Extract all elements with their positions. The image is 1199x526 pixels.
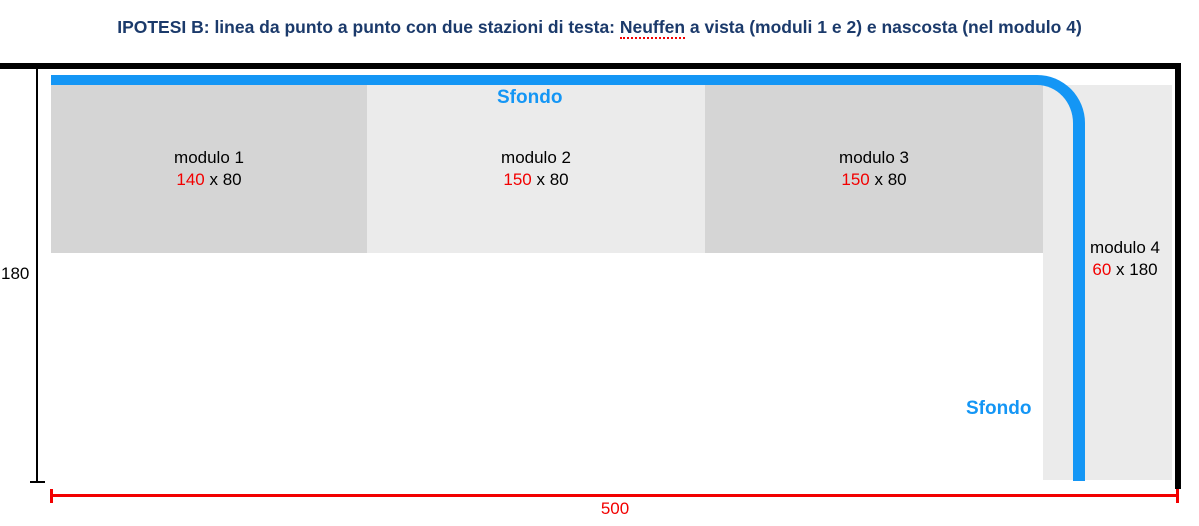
width-dimension-label: 500 (600, 499, 630, 518)
module-2-size: 150 x 80 (503, 170, 569, 189)
module-2-name: modulo 2 (501, 148, 571, 167)
module-1-name: modulo 1 (174, 148, 244, 167)
title-mid: linea da punto a punto con due stazioni … (209, 17, 620, 37)
module-1-rect: modulo 1 140 x 80 (51, 85, 367, 253)
module-4-rect (1043, 85, 1172, 480)
width-dimension-line (51, 494, 1179, 497)
height-dimension-line (36, 69, 38, 483)
track-line (51, 75, 1085, 481)
module-3-name: modulo 3 (839, 148, 909, 167)
module-3-size: 150 x 80 (841, 170, 907, 189)
title-suffix: a vista (moduli 1 e 2) e nascosta (nel m… (685, 17, 1082, 37)
module-2-label: modulo 2 150 x 80 (501, 147, 571, 191)
module-4-size: 60 x 180 (1092, 260, 1158, 279)
module-3-label: modulo 3 150 x 80 (839, 147, 909, 191)
module-2-rect: modulo 2 150 x 80 (367, 85, 705, 253)
module-1-label: modulo 1 140 x 80 (174, 147, 244, 191)
title-prefix: IPOTESI B: (117, 17, 210, 37)
module-4-name: modulo 4 (1090, 238, 1160, 257)
wall-top (0, 63, 1181, 69)
module-4-label: modulo 4 60 x 180 (1086, 237, 1164, 281)
height-dimension-label: 180 (1, 264, 30, 283)
module-3-rect: modulo 3 150 x 80 (705, 85, 1043, 253)
width-dimension-right-tick (1176, 489, 1179, 503)
sfondo-label-top: Sfondo (497, 87, 563, 108)
wall-right (1175, 63, 1181, 489)
sfondo-label-bottom: Sfondo (966, 398, 1032, 419)
width-dimension-left-tick (50, 489, 53, 503)
height-dimension-end-cap (30, 481, 45, 483)
module-1-size: 140 x 80 (176, 170, 242, 189)
diagram-title: IPOTESI B: linea da punto a punto con du… (0, 17, 1199, 39)
misspelled-word: Neuffen (619, 17, 686, 39)
